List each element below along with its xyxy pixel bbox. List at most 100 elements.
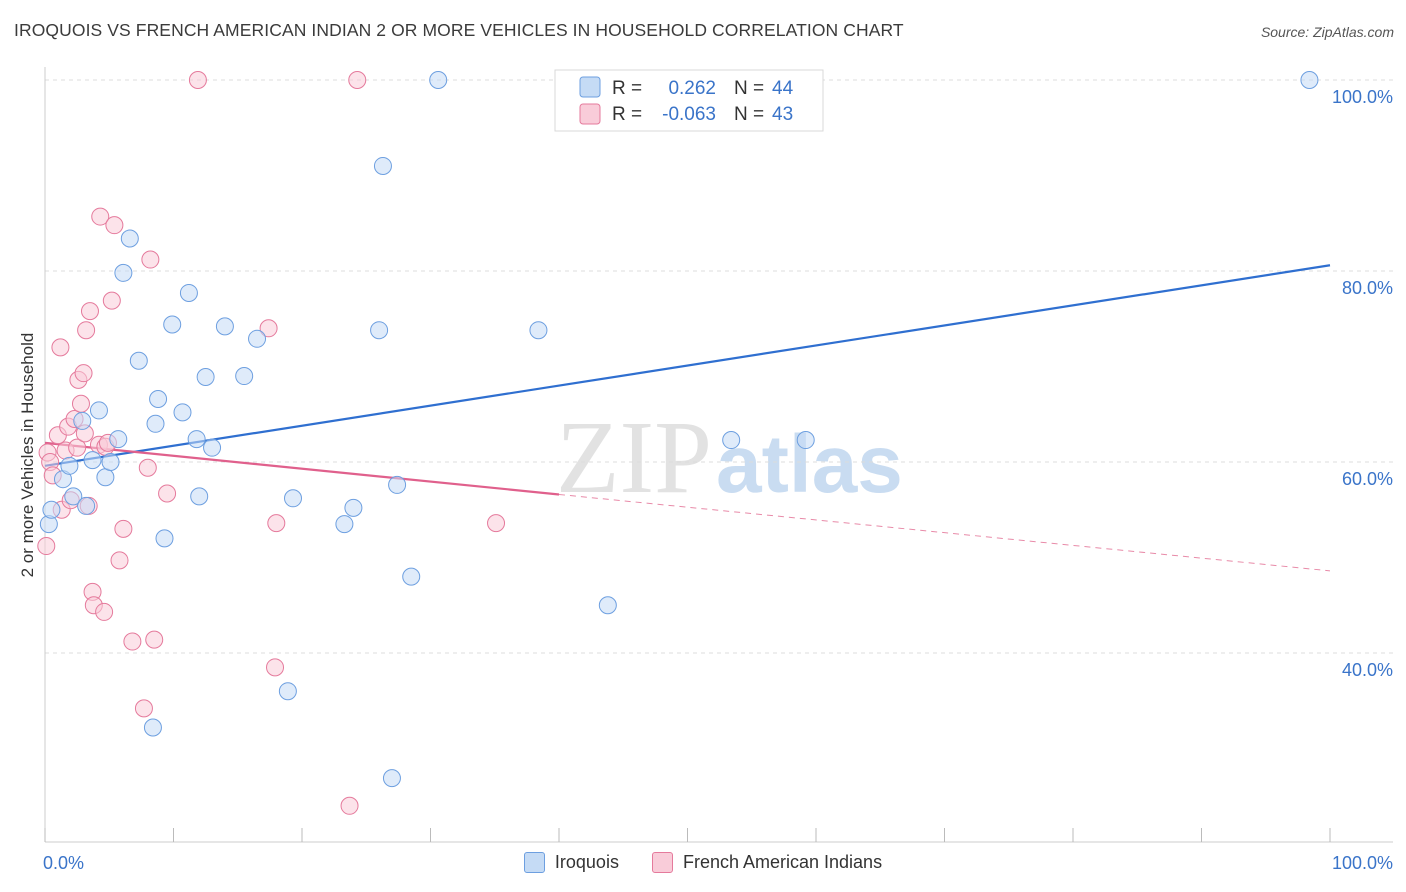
trend-line-french <box>44 441 560 496</box>
data-points <box>37 71 1319 815</box>
point-french-16 <box>77 321 96 340</box>
trend-line-french-extension <box>558 493 1331 572</box>
correlation-legend: R = 0.262 N = 44 R = -0.063 N = 43 <box>554 69 824 132</box>
point-french-0 <box>37 537 56 556</box>
y-tick-label-100: 100.0% <box>1332 87 1393 107</box>
point-french-23 <box>95 602 114 621</box>
point-french-27 <box>105 216 124 235</box>
legend-swatch <box>523 852 545 873</box>
point-french-18 <box>80 302 99 321</box>
x-tick-label-min: 0.0% <box>43 853 84 873</box>
point-iroquois-9 <box>96 468 115 487</box>
point-iroquois-5 <box>73 411 92 430</box>
point-iroquois-12 <box>114 263 133 282</box>
point-iroquois-43 <box>1300 71 1319 89</box>
point-french-26 <box>102 291 121 310</box>
point-iroquois-31 <box>335 515 354 534</box>
point-iroquois-24 <box>196 368 215 387</box>
point-iroquois-16 <box>146 414 165 433</box>
point-iroquois-7 <box>83 451 102 470</box>
point-iroquois-3 <box>60 456 79 475</box>
legend-r-label-1: R = <box>612 104 642 125</box>
point-french-11 <box>68 438 87 457</box>
grid-lines <box>45 79 1393 654</box>
point-iroquois-30 <box>284 489 303 508</box>
point-iroquois-28 <box>248 329 267 348</box>
point-french-14 <box>74 364 93 383</box>
point-iroquois-36 <box>388 475 407 494</box>
y-tick-label-60: 60.0% <box>1342 469 1393 489</box>
point-iroquois-32 <box>344 498 363 517</box>
point-french-41 <box>348 71 367 89</box>
trend-lines <box>44 264 1331 572</box>
x-tick-label-max: 100.0% <box>1332 853 1393 873</box>
point-iroquois-34 <box>373 156 392 175</box>
y-tick-label-80: 80.0% <box>1342 278 1393 298</box>
point-iroquois-13 <box>120 229 139 248</box>
point-iroquois-10 <box>101 453 120 471</box>
point-french-40 <box>340 796 359 815</box>
legend-swatch <box>651 852 673 873</box>
point-iroquois-15 <box>143 718 162 737</box>
legend-label-iroquois: Iroquois <box>554 852 619 872</box>
point-iroquois-18 <box>155 529 174 548</box>
point-iroquois-22 <box>187 430 206 449</box>
point-iroquois-37 <box>402 567 421 586</box>
point-iroquois-25 <box>203 438 222 457</box>
trend-line-iroquois <box>44 264 1331 467</box>
legend-n-value-0: 44 <box>772 78 794 99</box>
chart-title: IROQUOIS VS FRENCH AMERICAN INDIAN 2 OR … <box>14 20 904 40</box>
point-french-31 <box>134 699 153 718</box>
point-iroquois-1 <box>42 500 61 519</box>
tick-labels: 40.0% 60.0% 80.0% 100.0% 0.0% 100.0% <box>43 87 1393 873</box>
watermark-zip: ZIP <box>556 400 712 515</box>
point-french-30 <box>123 632 142 651</box>
point-iroquois-40 <box>598 596 617 615</box>
point-french-22 <box>91 207 110 226</box>
legend-r-value-0: 0.262 <box>668 78 716 99</box>
point-iroquois-6 <box>77 496 96 515</box>
legend-n-value-1: 43 <box>772 104 793 125</box>
legend-item-french: French American Indians <box>651 852 883 873</box>
point-iroquois-35 <box>382 769 401 788</box>
legend-swatch-french <box>579 103 601 125</box>
point-iroquois-38 <box>429 71 448 89</box>
point-iroquois-11 <box>109 430 128 449</box>
point-french-34 <box>145 630 164 649</box>
point-iroquois-26 <box>215 317 234 336</box>
point-iroquois-19 <box>163 315 182 334</box>
legend-label-french: French American Indians <box>682 852 883 872</box>
point-french-35 <box>158 484 177 503</box>
point-french-32 <box>138 458 157 477</box>
point-french-29 <box>114 519 133 538</box>
legend-n-label-1: N = <box>734 104 764 125</box>
point-iroquois-33 <box>370 321 389 340</box>
point-iroquois-4 <box>64 487 83 506</box>
point-iroquois-39 <box>529 321 548 340</box>
point-iroquois-17 <box>149 389 168 408</box>
point-french-5 <box>51 338 70 357</box>
point-iroquois-29 <box>278 682 297 701</box>
point-iroquois-8 <box>89 401 108 420</box>
point-french-39 <box>267 514 286 533</box>
point-iroquois-42 <box>796 431 815 450</box>
point-french-38 <box>266 658 285 677</box>
legend-swatch-iroquois <box>579 76 601 98</box>
series-legend: Iroquois French American Indians <box>0 852 1406 878</box>
point-french-42 <box>487 514 506 533</box>
point-french-28 <box>110 551 129 570</box>
legend-item-iroquois: Iroquois <box>523 852 619 873</box>
legend-r-value-1: -0.063 <box>662 104 716 125</box>
y-tick-label-40: 40.0% <box>1342 660 1393 680</box>
point-french-37 <box>259 319 278 338</box>
point-french-36 <box>188 71 207 89</box>
point-iroquois-23 <box>190 487 209 506</box>
legend-r-label-0: R = <box>612 78 642 99</box>
point-iroquois-20 <box>173 403 192 422</box>
point-iroquois-41 <box>722 431 741 450</box>
source-credit: Source: ZipAtlas.com <box>1260 24 1394 40</box>
point-french-13 <box>71 394 90 413</box>
point-iroquois-14 <box>129 351 148 370</box>
legend-n-label-0: N = <box>734 78 764 99</box>
